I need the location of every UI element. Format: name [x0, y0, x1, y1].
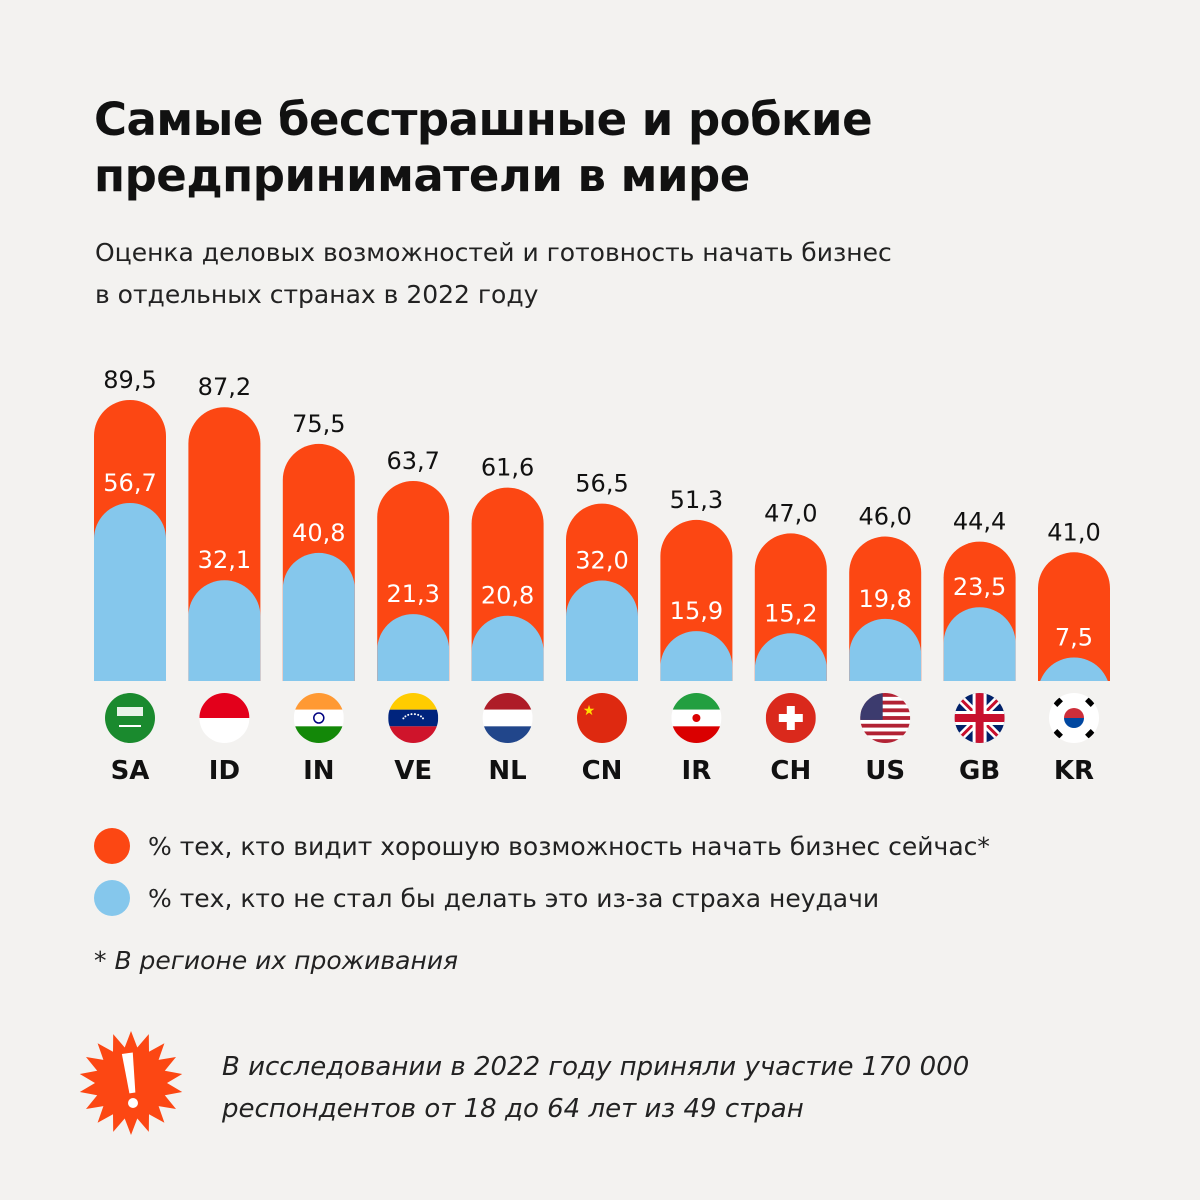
page-title: Самые бесстрашные и робкие предпринимате… [94, 92, 873, 204]
bar-fear-SA [94, 502, 166, 681]
indonesia-flag-icon [199, 693, 250, 743]
value-label-fear-IN: 40,8 [292, 519, 345, 547]
country-code-VE: VE [394, 756, 432, 786]
bar-fear-IR [660, 631, 733, 681]
value-label-fear-VE: 21,3 [386, 580, 439, 608]
netherlands-flag-icon [482, 693, 533, 743]
bar-fear-CH [754, 633, 827, 681]
value-label-fear-IR: 15,9 [670, 597, 723, 625]
value-label-fear-SA: 56,7 [103, 469, 156, 497]
value-label-fear-CH: 15,2 [764, 599, 817, 627]
legend-label-fear: % тех, кто не стал бы делать это из-за с… [148, 883, 880, 913]
bar-fear-CN [566, 580, 638, 681]
value-label-fear-KR: 7,5 [1055, 623, 1093, 651]
svg-text:★: ★ [583, 703, 596, 719]
value-label-opportunity-ID: 87,2 [198, 373, 251, 401]
footnote: * В регионе их проживания [94, 946, 459, 975]
value-label-opportunity-CN: 56,5 [575, 470, 628, 498]
value-label-opportunity-IR: 51,3 [670, 486, 723, 514]
bar-fear-NL [471, 615, 544, 681]
bar-fear-VE [377, 614, 450, 681]
bar-fear-GB [943, 607, 1016, 681]
usa-flag-icon [860, 693, 911, 743]
title-line-2: предприниматели в мире [94, 149, 750, 202]
note-line-2: респондентов от 18 до 64 лет из 49 стран [222, 1094, 804, 1124]
legend-item-fear: % тех, кто не стал бы делать это из-за с… [94, 880, 879, 916]
country-code-SA: SA [111, 756, 150, 786]
venezuela-flag-icon [388, 693, 439, 743]
country-code-IR: IR [682, 756, 712, 786]
value-label-opportunity-GB: 44,4 [953, 508, 1006, 536]
note-line-1: В исследовании в 2022 году приняли участ… [222, 1052, 970, 1082]
bar-fear-ID [188, 580, 261, 681]
value-label-opportunity-US: 46,0 [858, 503, 911, 531]
subtitle-line-1: Оценка деловых возможностей и готовность… [95, 238, 892, 267]
bar-fear-US [849, 618, 922, 681]
bar-opportunity-KR [1038, 552, 1110, 681]
bar-fear-IN [282, 552, 355, 681]
value-label-fear-NL: 20,8 [481, 582, 534, 610]
iran-flag-icon [671, 693, 722, 743]
legend-swatch-fear [94, 880, 130, 916]
country-code-US: US [865, 756, 905, 786]
country-code-IN: IN [303, 756, 334, 786]
country-code-ID: ID [209, 756, 240, 786]
value-label-opportunity-SA: 89,5 [103, 366, 156, 394]
legend-item-opportunity: % тех, кто видит хорошую возможность нач… [94, 828, 990, 864]
value-label-fear-US: 19,8 [858, 585, 911, 613]
south-korea-flag-icon [1049, 693, 1099, 743]
china-flag-icon: ★ [577, 693, 627, 743]
title-line-1: Самые бесстрашные и робкие [94, 93, 873, 146]
saudi-arabia-flag-icon [105, 693, 155, 743]
subtitle-line-2: в отдельных странах в 2022 году [95, 280, 539, 309]
value-label-opportunity-VE: 63,7 [386, 447, 439, 475]
legend-label-opportunity: % тех, кто видит хорошую возможность нач… [148, 831, 990, 861]
value-label-fear-ID: 32,1 [198, 546, 251, 574]
country-code-KR: KR [1054, 756, 1094, 786]
value-label-fear-GB: 23,5 [953, 573, 1006, 601]
country-code-GB: GB [959, 756, 1000, 786]
study-note: В исследовании в 2022 году приняли участ… [222, 1046, 969, 1130]
country-code-CN: CN [582, 756, 623, 786]
legend-swatch-opportunity [94, 828, 130, 864]
value-label-opportunity-KR: 41,0 [1047, 518, 1100, 546]
bar-fear-KR [1038, 657, 1110, 681]
subtitle: Оценка деловых возможностей и готовность… [95, 232, 892, 316]
value-label-opportunity-IN: 75,5 [292, 410, 345, 438]
uk-flag-icon [954, 693, 1005, 743]
value-label-fear-CN: 32,0 [575, 547, 628, 575]
india-flag-icon [293, 693, 344, 743]
exclamation-burst-icon [79, 1031, 183, 1135]
country-code-NL: NL [488, 756, 526, 786]
value-label-opportunity-NL: 61,6 [481, 454, 534, 482]
country-code-CH: CH [770, 756, 811, 786]
value-label-opportunity-CH: 47,0 [764, 499, 817, 527]
switzerland-flag-icon [765, 693, 816, 743]
bar-chart: 89,5 56,7 SA 87,2 32,1 ID 75,5 40,8 IN 63,7 21,3 VE… [94, 366, 1110, 786]
